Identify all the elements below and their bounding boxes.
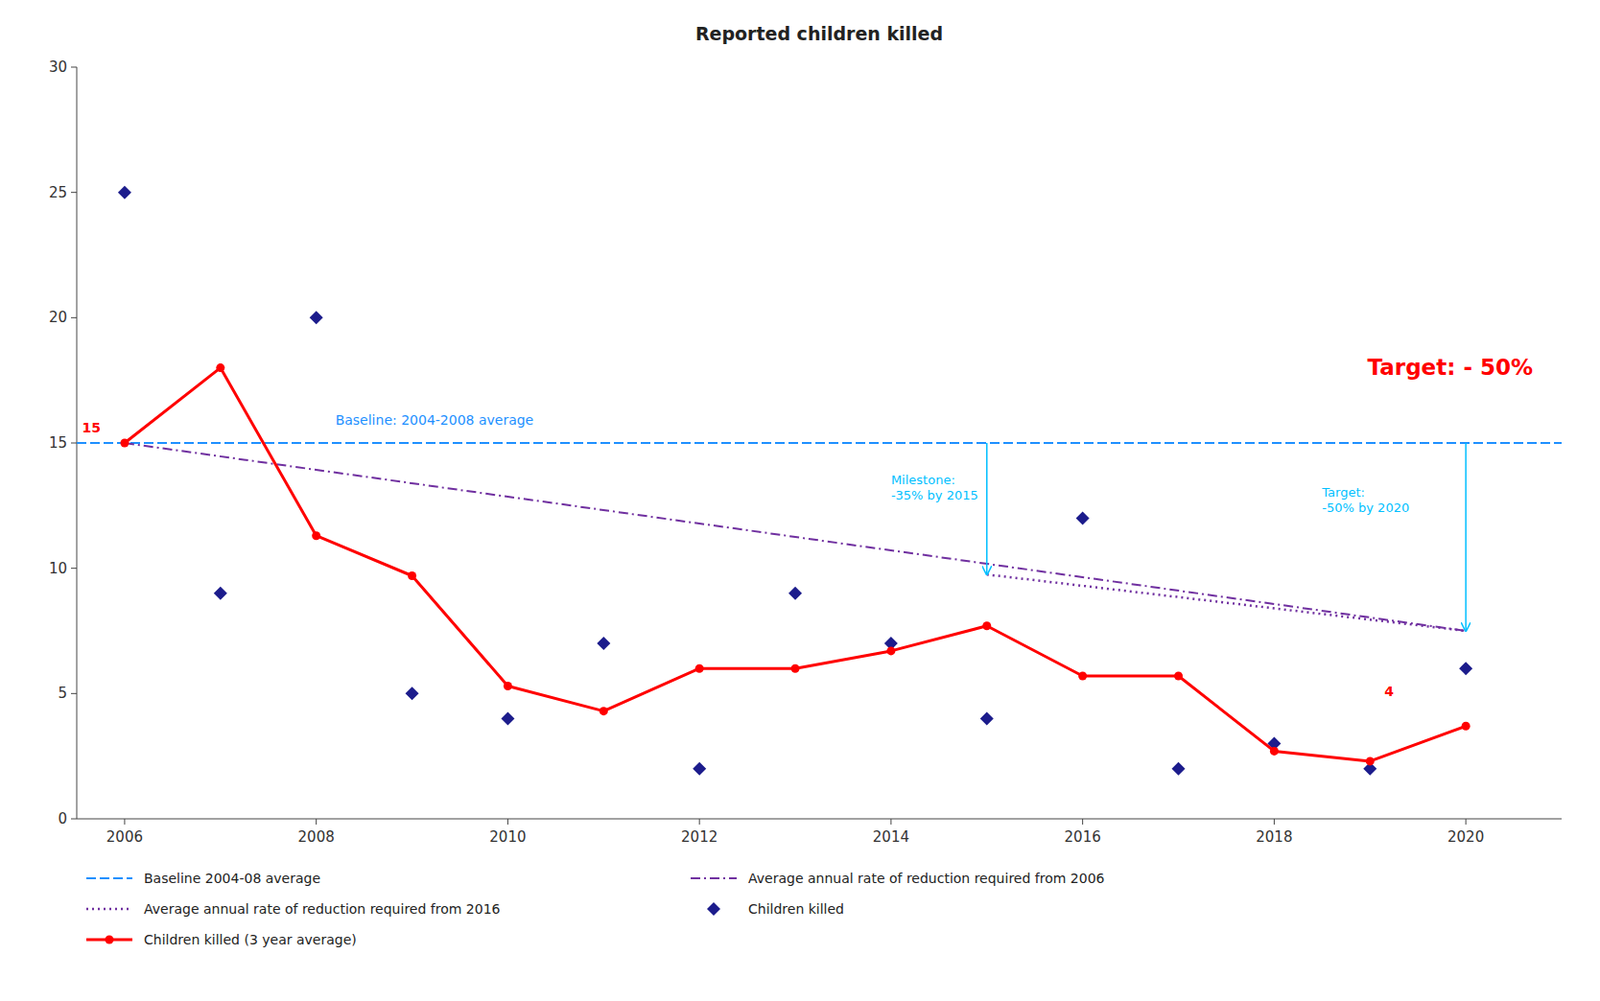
y-tick bbox=[70, 693, 77, 695]
x-tick bbox=[890, 819, 892, 825]
point bbox=[1174, 672, 1183, 682]
y-tick-label: 10 bbox=[48, 560, 68, 578]
point bbox=[1365, 756, 1375, 766]
point bbox=[1172, 762, 1186, 777]
x-tick-label: 2010 bbox=[489, 828, 526, 847]
legend-handle bbox=[690, 877, 737, 880]
point bbox=[791, 664, 800, 674]
annotation: Baseline: 2004-2008 average bbox=[335, 412, 535, 428]
point bbox=[982, 621, 991, 631]
x-tick bbox=[1273, 819, 1275, 825]
annotation: 4 bbox=[1384, 683, 1394, 700]
point bbox=[1076, 511, 1090, 525]
point bbox=[1458, 661, 1473, 676]
point bbox=[596, 636, 611, 651]
point bbox=[1461, 722, 1471, 731]
point bbox=[119, 439, 129, 448]
x-tick bbox=[1082, 819, 1083, 825]
legend-item: Baseline 2004-08 average bbox=[86, 870, 321, 887]
point bbox=[117, 186, 132, 200]
point bbox=[405, 686, 420, 701]
legend-label: Children killed bbox=[748, 901, 845, 918]
plot-area bbox=[76, 186, 1562, 777]
y-tick bbox=[70, 67, 77, 69]
point bbox=[692, 762, 706, 777]
x-tick-label: 2020 bbox=[1447, 828, 1484, 847]
legend-label: Average annual rate of reduction require… bbox=[748, 870, 1106, 887]
y-tick bbox=[70, 819, 77, 821]
legend: Baseline 2004-08 average Average annual r… bbox=[86, 870, 1106, 948]
legend-item: Children killed (3 year average) bbox=[86, 932, 357, 948]
legend-label: Average annual rate of reduction require… bbox=[143, 901, 501, 918]
line bbox=[124, 368, 1466, 762]
x-tick-label: 2012 bbox=[681, 828, 718, 847]
x-tick-label: 2006 bbox=[106, 828, 143, 847]
point bbox=[407, 571, 417, 581]
legend-item: Average annual rate of reduction require… bbox=[86, 901, 501, 918]
y-tick-label: 15 bbox=[48, 434, 68, 452]
x-tick-label: 2008 bbox=[298, 828, 335, 847]
y-tick-label: 5 bbox=[57, 684, 68, 703]
legend-label: Children killed (3 year average) bbox=[143, 932, 357, 948]
x-axis-line bbox=[76, 819, 1562, 821]
legend-item: Average annual rate of reduction require… bbox=[690, 870, 1106, 887]
y-tick bbox=[70, 567, 77, 569]
background bbox=[0, 0, 1600, 1001]
axes: 2006 2008 2010 2012 2014 2016 2018 2020 0 5 10 15 20… bbox=[48, 58, 1562, 847]
x-tick bbox=[507, 819, 509, 825]
point bbox=[1270, 747, 1279, 756]
arrow bbox=[986, 443, 989, 575]
legend-item: Children killed bbox=[706, 901, 845, 918]
point bbox=[788, 587, 802, 601]
x-tick bbox=[315, 819, 317, 825]
series bbox=[117, 186, 1473, 777]
x-tick-label: 2018 bbox=[1255, 828, 1293, 847]
legend-marker bbox=[105, 936, 115, 945]
x-tick-label: 2014 bbox=[872, 828, 910, 847]
series bbox=[119, 363, 1470, 766]
series bbox=[76, 443, 1562, 445]
y-tick bbox=[70, 317, 77, 319]
y-tick bbox=[70, 191, 77, 193]
title: Reported children killed bbox=[695, 23, 943, 45]
annotation: Target:-50% by 2020 bbox=[1320, 485, 1410, 516]
y-tick-label: 20 bbox=[48, 308, 68, 327]
x-tick bbox=[1465, 819, 1467, 825]
point bbox=[599, 706, 609, 716]
series bbox=[124, 443, 1466, 632]
legend-handle bbox=[86, 877, 133, 880]
y-tick-label: 0 bbox=[57, 810, 68, 828]
x-tick bbox=[123, 819, 125, 825]
y-tick-label: 25 bbox=[48, 184, 68, 202]
baseline-line bbox=[76, 442, 1562, 445]
annotation: 15 bbox=[81, 420, 100, 436]
annotation: Milestone:-35% by 2015 bbox=[891, 472, 979, 503]
point bbox=[309, 310, 324, 325]
annotation: Target: - 50% bbox=[1367, 354, 1533, 380]
chart: Reported children killed2006200820102012… bbox=[0, 0, 1600, 1001]
y-tick bbox=[70, 443, 77, 445]
annotations: Baseline: 2004-2008 average 15 4 Milestone:… bbox=[81, 354, 1533, 699]
point bbox=[311, 531, 321, 541]
line bbox=[124, 443, 1466, 632]
point bbox=[213, 587, 228, 601]
legend-handle bbox=[86, 908, 133, 912]
line bbox=[987, 574, 1466, 632]
x-tick bbox=[699, 819, 701, 825]
point bbox=[503, 682, 513, 691]
point bbox=[215, 363, 225, 373]
series bbox=[987, 574, 1466, 632]
x-tick-label: 2016 bbox=[1064, 828, 1102, 847]
point bbox=[886, 646, 895, 656]
point bbox=[1078, 672, 1087, 682]
legend-label: Baseline 2004-08 average bbox=[143, 870, 321, 887]
point bbox=[695, 664, 705, 674]
point bbox=[980, 711, 994, 726]
arrow bbox=[1464, 443, 1467, 632]
point bbox=[500, 711, 515, 726]
legend-marker bbox=[706, 902, 721, 917]
y-tick-label: 30 bbox=[48, 58, 68, 76]
